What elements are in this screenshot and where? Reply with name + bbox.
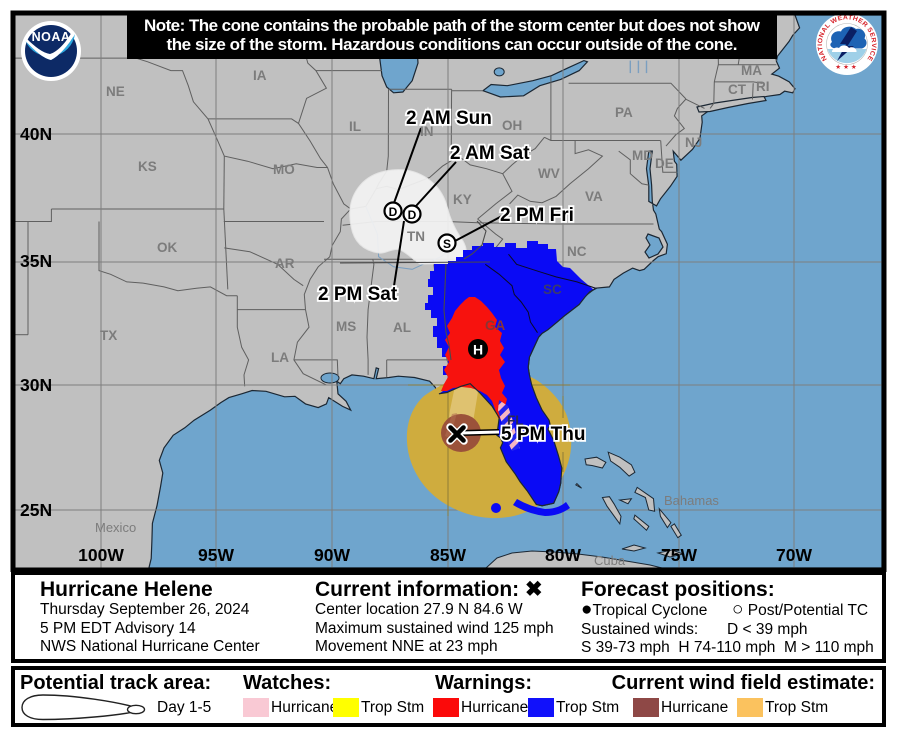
svg-text:75W: 75W: [661, 545, 697, 565]
svg-text:2 AM Sun: 2 AM Sun: [406, 108, 492, 129]
svg-text:OH: OH: [502, 118, 522, 133]
svg-text:LA: LA: [271, 350, 289, 365]
svg-text:40N: 40N: [20, 124, 52, 144]
svg-text:S: S: [443, 237, 451, 251]
svg-text:IN: IN: [420, 124, 434, 139]
svg-text:PA: PA: [615, 105, 633, 120]
svg-text:SC: SC: [543, 282, 562, 297]
svg-text:35N: 35N: [20, 251, 52, 271]
svg-text:MD: MD: [632, 148, 653, 163]
svg-text:Mexico: Mexico: [95, 520, 136, 535]
svg-text:TN: TN: [407, 229, 425, 244]
svg-text:Note: The cone contains the pr: Note: The cone contains the probable pat…: [144, 16, 761, 35]
svg-text:AL: AL: [393, 320, 411, 335]
svg-text:MA: MA: [741, 63, 762, 78]
svg-text:Cuba: Cuba: [594, 553, 626, 568]
svg-text:OK: OK: [157, 240, 178, 255]
svg-text:TX: TX: [100, 328, 117, 343]
svg-text:D: D: [408, 208, 417, 222]
svg-text:DE: DE: [655, 156, 674, 171]
svg-text:WV: WV: [538, 166, 560, 181]
svg-text:NE: NE: [106, 84, 125, 99]
svg-text:85W: 85W: [430, 545, 466, 565]
svg-text:90W: 90W: [314, 545, 350, 565]
svg-text:Bahamas: Bahamas: [664, 493, 719, 508]
svg-text:KS: KS: [138, 159, 157, 174]
svg-text:MS: MS: [336, 319, 356, 334]
svg-text:IL: IL: [349, 119, 361, 134]
svg-text:NOAA: NOAA: [32, 30, 71, 44]
svg-text:AR: AR: [275, 256, 295, 271]
svg-text:70W: 70W: [776, 545, 812, 565]
svg-text:VA: VA: [585, 189, 603, 204]
svg-text:GA: GA: [485, 318, 506, 333]
svg-text:RI: RI: [756, 79, 770, 94]
svg-text:NC: NC: [567, 244, 587, 259]
svg-text:FL: FL: [507, 413, 524, 428]
svg-text:the size of the storm. Hazardo: the size of the storm. Hazardous conditi…: [167, 35, 738, 54]
svg-text:H: H: [473, 342, 483, 358]
svg-text:25N: 25N: [20, 500, 52, 520]
svg-text:IA: IA: [253, 68, 267, 83]
svg-text:5 PM Thu: 5 PM Thu: [501, 424, 585, 445]
svg-text:95W: 95W: [198, 545, 234, 565]
svg-text:2 PM Sat: 2 PM Sat: [318, 284, 398, 305]
svg-text:2 AM Sat: 2 AM Sat: [450, 143, 530, 164]
svg-text:D: D: [389, 205, 398, 219]
svg-text:★★★: ★★★: [835, 63, 858, 71]
svg-text:2 PM Fri: 2 PM Fri: [500, 205, 574, 226]
svg-text:MO: MO: [273, 162, 295, 177]
svg-text:80W: 80W: [545, 545, 581, 565]
svg-text:100W: 100W: [78, 545, 124, 565]
svg-text:NJ: NJ: [685, 135, 702, 150]
svg-text:30N: 30N: [20, 375, 52, 395]
svg-text:KY: KY: [453, 192, 472, 207]
svg-text:CT: CT: [728, 82, 747, 97]
